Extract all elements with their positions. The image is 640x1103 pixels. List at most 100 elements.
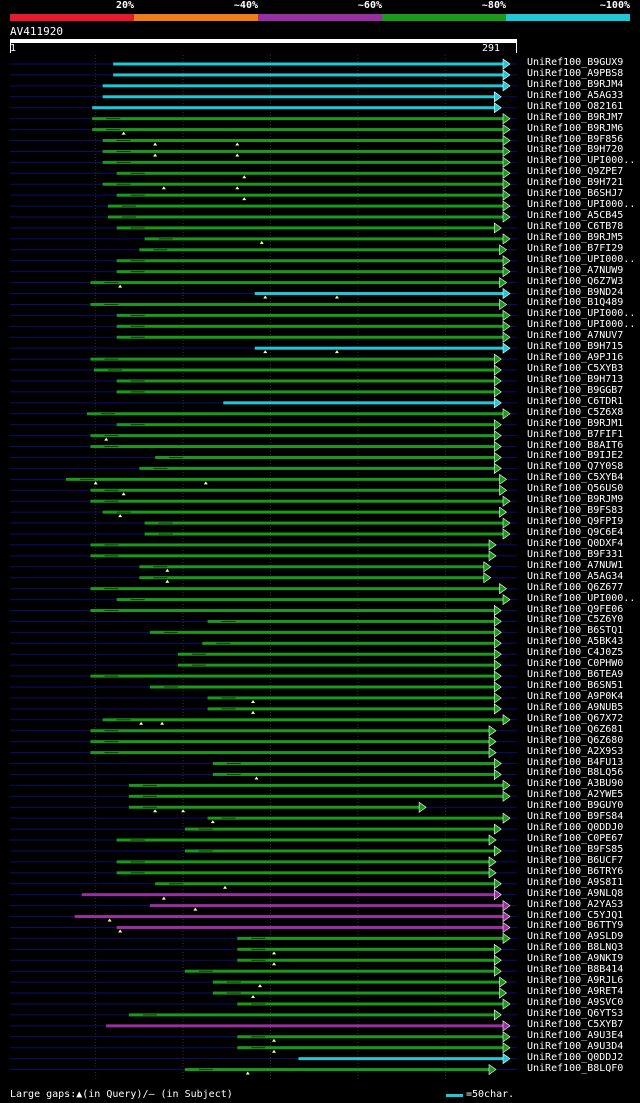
hit-label[interactable]: UniRef100_Q9FE06 bbox=[527, 603, 624, 615]
hit-label[interactable]: UniRef100_B9GUY0 bbox=[527, 800, 624, 812]
hit-label[interactable]: UniRef100_A2X9S3 bbox=[527, 745, 624, 757]
hit-label[interactable]: UniRef100_B9F331 bbox=[527, 548, 624, 560]
hit-label[interactable]: UniRef100_B6UCF7 bbox=[527, 854, 624, 866]
hit-label[interactable]: UniRef100_B9RJM6 bbox=[527, 122, 624, 134]
hit-label[interactable]: UniRef100_A9NUB5 bbox=[527, 701, 624, 713]
hit-label[interactable]: UniRef100_A5AG33 bbox=[527, 89, 624, 101]
hit-label[interactable]: UniRef100_B6TEA9 bbox=[527, 669, 624, 681]
hit-label[interactable]: UniRef100_Q0DXF4 bbox=[527, 537, 624, 549]
hit-label[interactable]: UniRef100_A9U3D4 bbox=[527, 1040, 624, 1052]
hit-label[interactable]: UniRef100_A9PJ16 bbox=[527, 352, 624, 364]
hit-label[interactable]: UniRef100_C5XYB3 bbox=[527, 363, 624, 375]
hit-label[interactable]: UniRef100_Q0DDJ0 bbox=[527, 822, 624, 834]
hit-label[interactable]: UniRef100_Q6Z681 bbox=[527, 723, 624, 735]
hit-label[interactable]: UniRef100_UPI000.. bbox=[527, 319, 636, 331]
hit-label[interactable]: UniRef100_C5YJQ1 bbox=[527, 909, 624, 921]
hit-label[interactable]: UniRef100_B9H720 bbox=[527, 144, 624, 156]
hit-label[interactable]: UniRef100_B4FU13 bbox=[527, 756, 624, 768]
hit-label[interactable]: UniRef100_UPI000.. bbox=[527, 253, 636, 265]
hit-label[interactable]: UniRef100_UPI000.. bbox=[527, 592, 636, 604]
hit-bar bbox=[92, 117, 504, 121]
hit-label[interactable]: UniRef100_A5BK43 bbox=[527, 636, 624, 648]
hit-label[interactable]: UniRef100_B9IJE2 bbox=[527, 450, 624, 462]
hit-label[interactable]: UniRef100_B9RJM5 bbox=[527, 231, 624, 243]
hit-label[interactable]: UniRef100_Q9FPI9 bbox=[527, 516, 624, 528]
hit-label[interactable]: UniRef100_A7NUV7 bbox=[527, 330, 624, 342]
hit-label[interactable]: UniRef100_A9P0K4 bbox=[527, 690, 624, 702]
scale-label: =50char. bbox=[466, 1089, 515, 1100]
hit-label[interactable]: UniRef100_B8LNQ3 bbox=[527, 942, 624, 954]
hit-label[interactable]: UniRef100_C6TB78 bbox=[527, 220, 624, 232]
hit-label[interactable]: UniRef100_B9RJM4 bbox=[527, 78, 624, 90]
hit-bar bbox=[116, 226, 496, 230]
hit-label[interactable]: UniRef100_B9RJM1 bbox=[527, 417, 624, 429]
hit-label[interactable]: UniRef100_B7FI29 bbox=[527, 242, 624, 254]
hit-label[interactable]: UniRef100_A9NKI9 bbox=[527, 953, 624, 965]
hit-label[interactable]: UniRef100_UPI000.. bbox=[527, 155, 636, 167]
hit-label[interactable]: UniRef100_B9FS83 bbox=[527, 505, 624, 517]
hit-label[interactable]: UniRef100_C5Z6X8 bbox=[527, 406, 624, 418]
hit-label[interactable]: UniRef100_B9H713 bbox=[527, 373, 624, 385]
hit-label[interactable]: UniRef100_C0PHW0 bbox=[527, 658, 624, 670]
hit-label[interactable]: UniRef100_B9ND24 bbox=[527, 286, 624, 298]
hit-label[interactable]: UniRef100_B8LQ56 bbox=[527, 767, 624, 779]
hit-label[interactable]: UniRef100_B8LQF0 bbox=[527, 1062, 624, 1074]
hit-label[interactable]: UniRef100_C6TDR1 bbox=[527, 395, 624, 407]
hit-label[interactable]: UniRef100_Q6Z677 bbox=[527, 581, 624, 593]
hit-label[interactable]: UniRef100_A9PBS8 bbox=[527, 67, 624, 79]
hit-label[interactable]: UniRef100_B9F856 bbox=[527, 133, 624, 145]
hit-label[interactable]: UniRef100_B9H715 bbox=[527, 341, 624, 353]
hit-label[interactable]: UniRef100_B6SN51 bbox=[527, 680, 624, 691]
hit-label[interactable]: UniRef100_B6TTY9 bbox=[527, 920, 624, 932]
hit-label[interactable]: UniRef100_Q6Z7W3 bbox=[527, 275, 624, 287]
hit-label[interactable]: UniRef100_C5Z6Y0 bbox=[527, 614, 624, 626]
hit-label[interactable]: UniRef100_A9RET4 bbox=[527, 986, 624, 998]
hit-label[interactable]: UniRef100_O82161 bbox=[527, 100, 624, 112]
hit-label[interactable]: UniRef100_Q67X72 bbox=[527, 712, 624, 724]
hit-label[interactable]: UniRef100_Q7Y0S8 bbox=[527, 461, 624, 473]
hit-label[interactable]: UniRef100_UPI000.. bbox=[527, 199, 636, 211]
hit-label[interactable]: UniRef100_B9GUX9 bbox=[527, 57, 624, 68]
hit-label[interactable]: UniRef100_A2YWE5 bbox=[527, 789, 624, 801]
hit-label[interactable]: UniRef100_B7FIF1 bbox=[527, 428, 624, 440]
hit-label[interactable]: UniRef100_B8AIT6 bbox=[527, 439, 624, 451]
hit-label[interactable]: UniRef100_B9FS85 bbox=[527, 843, 624, 855]
hit-label[interactable]: UniRef100_A3BU90 bbox=[527, 778, 624, 790]
hit-label[interactable]: UniRef100_A9U3E4 bbox=[527, 1029, 624, 1041]
hit-bar bbox=[212, 762, 496, 766]
hit-label[interactable]: UniRef100_A7NUW1 bbox=[527, 559, 624, 571]
hit-label[interactable]: UniRef100_A5CB45 bbox=[527, 210, 624, 222]
hit-label[interactable]: UniRef100_Q56US0 bbox=[527, 483, 624, 495]
hit-label[interactable]: UniRef100_B9GGB7 bbox=[527, 384, 624, 396]
hit-label[interactable]: UniRef100_UPI000.. bbox=[527, 308, 636, 320]
hit-label[interactable]: UniRef100_Q0DDJ2 bbox=[527, 1051, 624, 1063]
hit-label[interactable]: UniRef100_A5AG34 bbox=[527, 570, 624, 582]
hit-label[interactable]: UniRef100_B8B414 bbox=[527, 964, 624, 976]
hit-label[interactable]: UniRef100_A7NUW9 bbox=[527, 264, 624, 276]
hit-label[interactable]: UniRef100_B6STQ1 bbox=[527, 625, 624, 637]
hit-arrowhead bbox=[499, 473, 508, 485]
hit-label[interactable]: UniRef100_B6SHJ7 bbox=[527, 188, 624, 200]
hit-label[interactable]: UniRef100_Q9C6E4 bbox=[527, 526, 624, 538]
hit-label[interactable]: UniRef100_C5XYB4 bbox=[527, 472, 624, 484]
hit-label[interactable]: UniRef100_B6TRY6 bbox=[527, 865, 624, 877]
hit-label[interactable]: UniRef100_C0PE67 bbox=[527, 833, 624, 845]
hit-label[interactable]: UniRef100_C5XYB7 bbox=[527, 1018, 624, 1030]
hit-label[interactable]: UniRef100_B9RJM7 bbox=[527, 111, 624, 123]
hit-label[interactable]: UniRef100_A2YAS3 bbox=[527, 898, 624, 910]
hit-label[interactable]: UniRef100_Q9ZPE7 bbox=[527, 166, 624, 178]
hit-label[interactable]: UniRef100_A9RJL6 bbox=[527, 975, 624, 987]
hit-label[interactable]: UniRef100_Q6Z680 bbox=[527, 734, 624, 746]
hit-label[interactable]: UniRef100_C4J0Z5 bbox=[527, 647, 624, 659]
hit-label[interactable]: UniRef100_B9H721 bbox=[527, 177, 624, 189]
hit-label[interactable]: UniRef100_B1Q489 bbox=[527, 297, 624, 309]
hit-label[interactable]: UniRef100_B9RJM9 bbox=[527, 494, 624, 506]
hit-label[interactable]: UniRef100_B9FS84 bbox=[527, 811, 624, 823]
hit-bar bbox=[207, 816, 504, 820]
hit-label[interactable]: UniRef100_A9NLQ8 bbox=[527, 887, 624, 899]
hit-arrowhead bbox=[493, 965, 502, 977]
hit-label[interactable]: UniRef100_Q6YTS3 bbox=[527, 1007, 624, 1019]
hit-label[interactable]: UniRef100_A9SVC0 bbox=[527, 996, 624, 1008]
hit-label[interactable]: UniRef100_A9S8I1 bbox=[527, 876, 624, 888]
hit-label[interactable]: UniRef100_A9SLD9 bbox=[527, 931, 624, 943]
